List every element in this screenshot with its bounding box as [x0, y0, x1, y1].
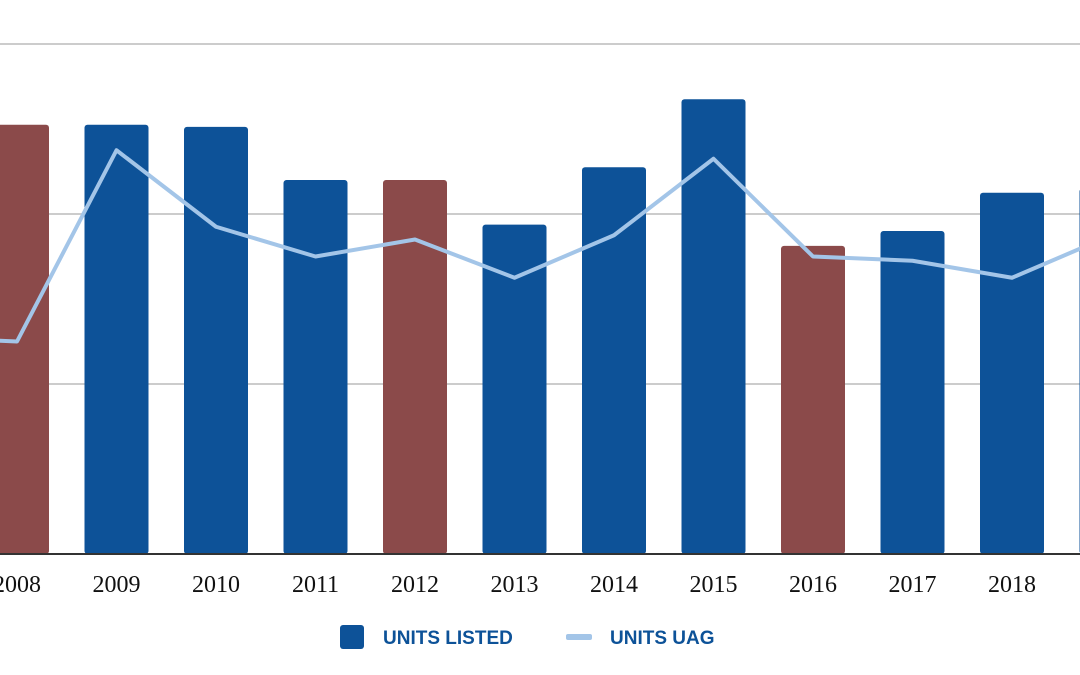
x-tick-label-2012: 2012	[391, 572, 439, 598]
bar-2014	[582, 167, 646, 554]
bar-2008	[0, 124, 49, 554]
legend-label-units-uag: UNITS UAG	[610, 628, 715, 649]
bar-2016	[781, 245, 845, 554]
legend-swatch-units-uag	[566, 634, 592, 640]
legend: UNITS LISTED UNITS UAG	[340, 625, 715, 649]
x-tick-label-2010: 2010	[192, 572, 240, 598]
x-tick-label-2013: 2013	[491, 572, 539, 598]
x-tick-label-2011: 2011	[292, 572, 339, 598]
bar-2012	[383, 180, 447, 554]
bar-2015	[681, 99, 746, 554]
legend-swatch-units-listed	[340, 625, 364, 649]
x-tick-label-2018: 2018	[988, 572, 1036, 598]
bar-2017	[880, 231, 945, 554]
line-units-uag	[0, 148, 1080, 344]
x-tick-label-2009: 2009	[93, 572, 141, 598]
bar-2011	[283, 180, 348, 554]
legend-label-units-listed: UNITS LISTED	[383, 628, 513, 649]
x-tick-label-2016: 2016	[789, 572, 837, 598]
x-tick-label-2015: 2015	[690, 572, 738, 598]
bar-2010	[184, 126, 248, 554]
x-tick-label-2008: 2008	[0, 572, 41, 598]
bar-2013	[482, 224, 547, 554]
bar-2009	[84, 124, 149, 554]
bar-2018	[980, 192, 1044, 554]
x-tick-label-2014: 2014	[590, 572, 638, 598]
x-tick-label-2017: 2017	[889, 572, 937, 598]
